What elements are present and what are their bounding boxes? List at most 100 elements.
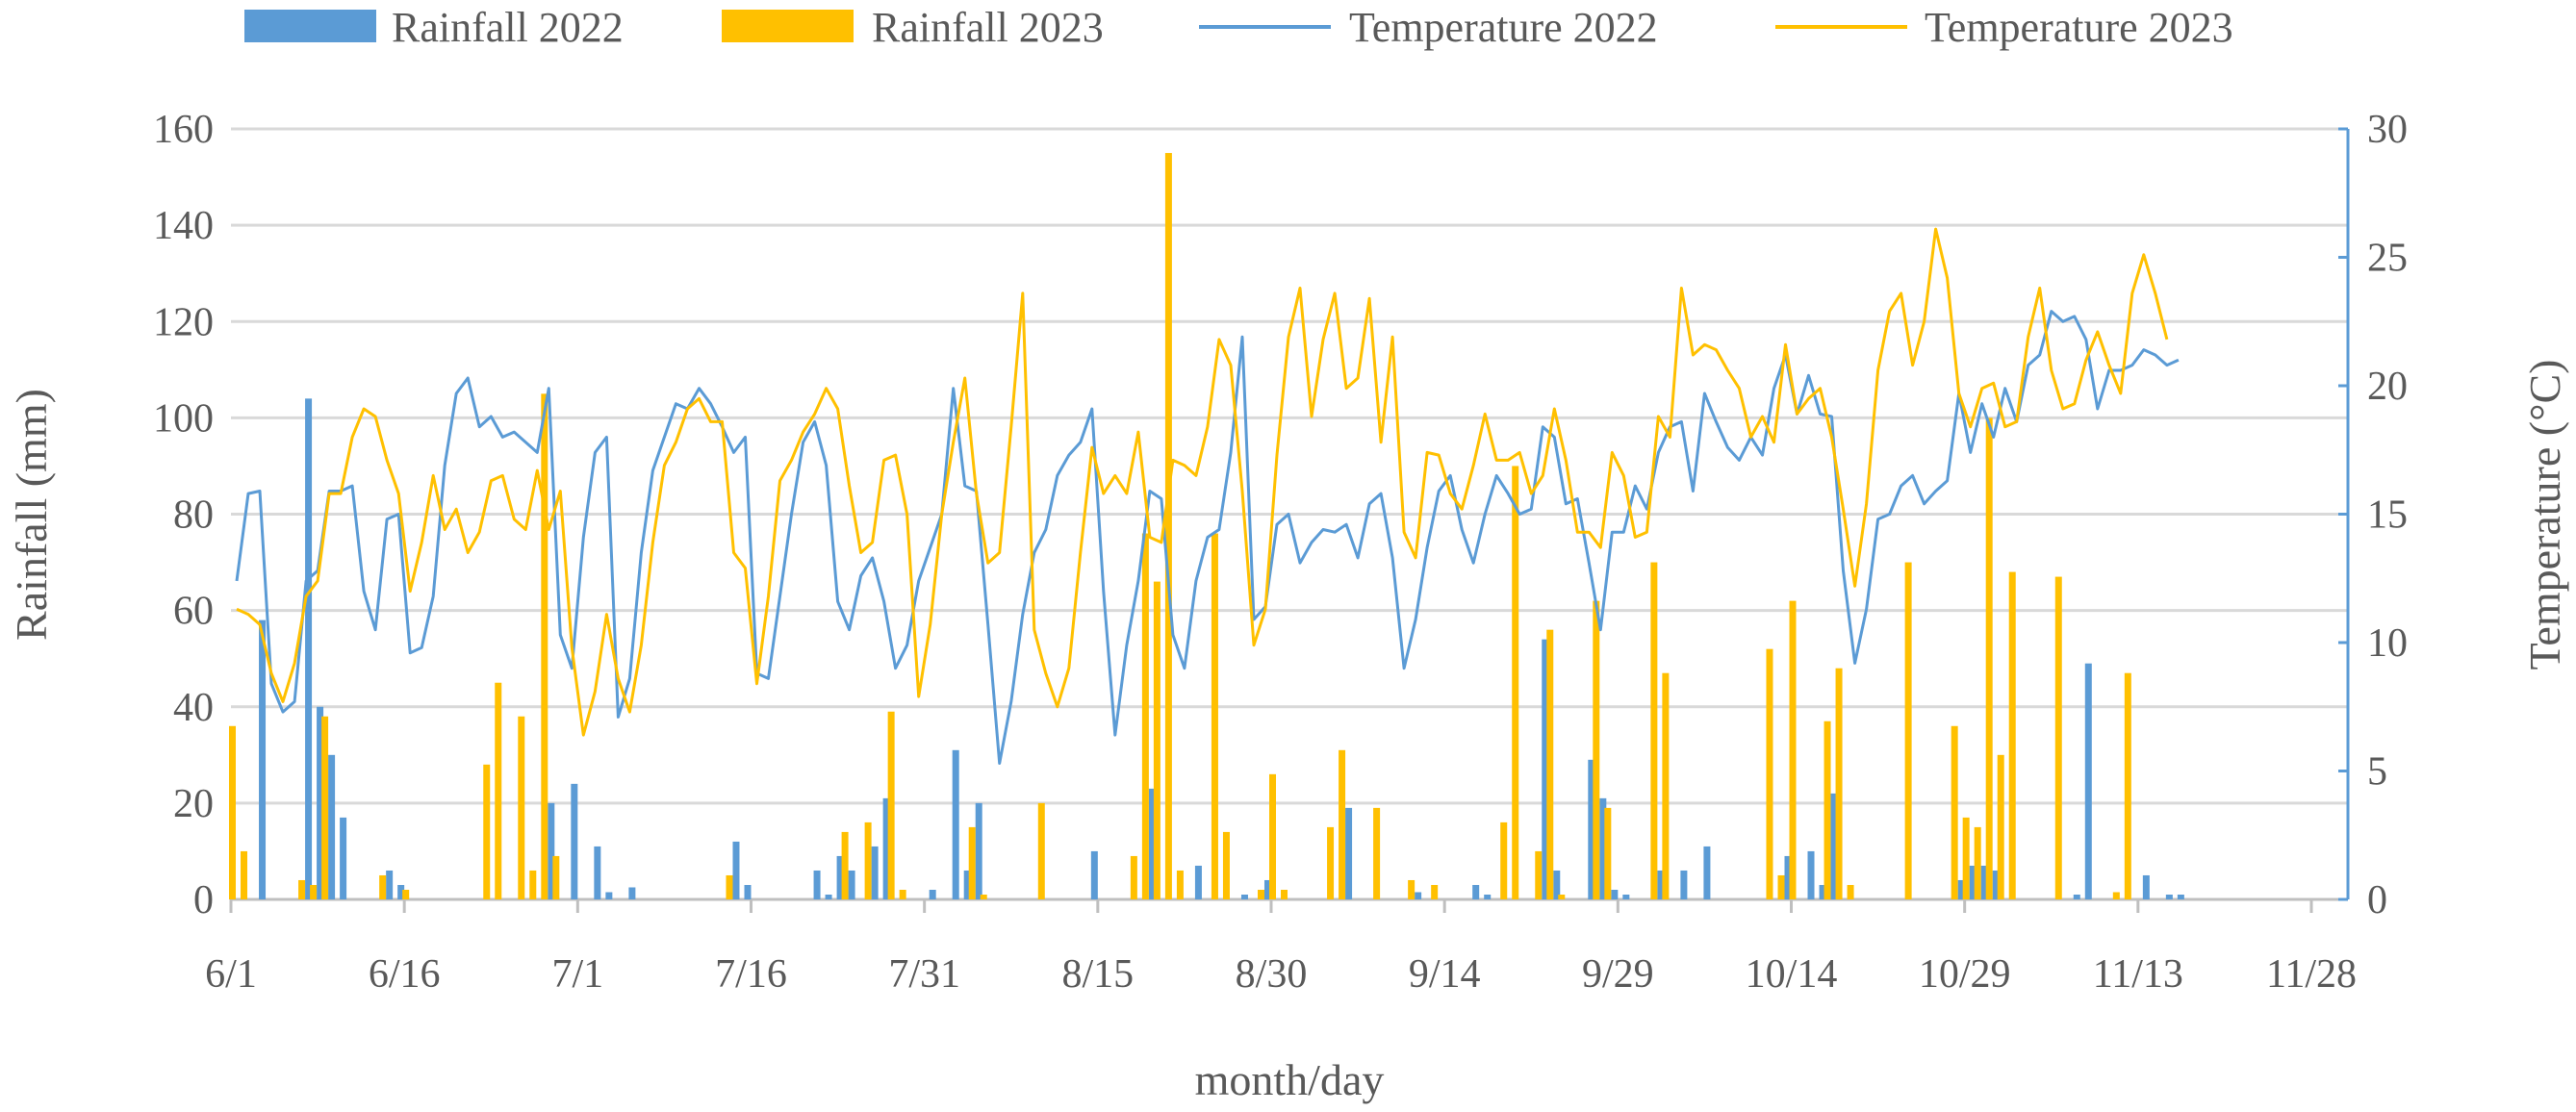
bar-rainfall-2022 — [397, 884, 405, 899]
bar-rainfall-2022 — [848, 870, 855, 899]
bar-rainfall-2023 — [1339, 749, 1346, 899]
bar-rainfall-2023 — [968, 826, 976, 899]
bar-rainfall-2022 — [594, 846, 601, 899]
y-axis-left-title: Rainfall (mm) — [7, 389, 56, 641]
y-right-tick-label: 20 — [2367, 365, 2408, 409]
y-left-tick-label: 100 — [153, 396, 214, 441]
bar-rainfall-2022 — [628, 887, 636, 899]
y-left-tick-label: 80 — [173, 493, 214, 538]
bar-rainfall-2023 — [1512, 466, 1519, 899]
y-right-tick-label: 30 — [2367, 108, 2408, 152]
bar-rainfall-2022 — [2177, 894, 2184, 899]
bar-rainfall-2022 — [813, 870, 821, 899]
bar-rainfall-2023 — [899, 889, 906, 899]
bar-rainfall-2022 — [340, 817, 347, 899]
y-left-tick-label: 160 — [153, 108, 214, 152]
bar-rainfall-2022 — [1263, 879, 1271, 899]
bar-rainfall-2023 — [1141, 533, 1149, 899]
bar-rainfall-2022 — [1980, 865, 1988, 899]
bar-rainfall-2023 — [402, 889, 410, 899]
bar-rainfall-2022 — [2165, 894, 2173, 899]
bar-rainfall-2022 — [882, 797, 890, 899]
y-left-tick-label: 0 — [193, 878, 214, 922]
bar-rainfall-2022 — [1345, 807, 1353, 899]
bar-rainfall-2023 — [379, 874, 387, 899]
y-axis-right-title: Temperature (°C) — [2520, 360, 2569, 670]
bar-rainfall-2023 — [541, 393, 548, 899]
bar-rainfall-2023 — [1789, 600, 1797, 899]
bar-rainfall-2022 — [317, 706, 324, 899]
bar-rainfall-2022 — [929, 889, 936, 899]
bar-rainfall-2023 — [1164, 153, 1172, 899]
bar-rainfall-2023 — [1766, 648, 1773, 899]
bar-rainfall-2023 — [1546, 629, 1554, 899]
y-left-tick-label: 140 — [153, 204, 214, 248]
bar-rainfall-2022 — [2142, 874, 2150, 899]
bar-rainfall-2023 — [1604, 807, 1612, 899]
x-axis-title: month/day — [1195, 1055, 1385, 1104]
bar-rainfall-2022 — [1807, 850, 1815, 899]
bar-rainfall-2022 — [1415, 892, 1422, 899]
bar-rainfall-2022 — [1622, 894, 1630, 899]
bar-rainfall-2023 — [1951, 725, 1958, 899]
bar-rainfall-2023 — [1500, 821, 1508, 899]
bar-rainfall-2022 — [1957, 879, 1965, 899]
y-right-tick-label: 5 — [2367, 750, 2387, 795]
bar-rainfall-2023 — [1281, 889, 1288, 899]
bar-rainfall-2023 — [2112, 892, 2120, 899]
x-tick-label: 6/16 — [369, 952, 441, 997]
bar-rainfall-2023 — [1974, 826, 1981, 899]
bar-rainfall-2022 — [1703, 846, 1711, 899]
x-tick-label: 8/30 — [1236, 952, 1308, 997]
bar-rainfall-2023 — [1962, 817, 1970, 899]
legend-swatch-bar — [722, 10, 854, 42]
bar-rainfall-2023 — [552, 855, 560, 899]
bar-rainfall-2023 — [2008, 571, 2016, 899]
x-tick-label: 11/13 — [2093, 952, 2183, 997]
bar-rainfall-2022 — [1784, 855, 1792, 899]
bar-rainfall-2023 — [483, 764, 491, 899]
bar-rainfall-2023 — [1997, 754, 2004, 899]
legend: Rainfall 2022 Rainfall 2023 Temperature 20… — [244, 4, 2233, 51]
bar-rainfall-2022 — [1599, 797, 1607, 899]
bar-rainfall-2022 — [1680, 870, 1688, 899]
bar-rainfall-2022 — [1830, 793, 1838, 899]
legend-label: Rainfall 2022 — [392, 4, 624, 51]
bar-rainfall-2022 — [328, 754, 336, 899]
y-left-tick-label: 120 — [153, 300, 214, 344]
bar-rainfall-2022 — [2073, 894, 2080, 899]
x-tick-label: 7/31 — [888, 952, 960, 997]
bar-rainfall-2023 — [1904, 562, 1912, 899]
bar-rainfall-2023 — [310, 884, 318, 899]
bar-rainfall-2022 — [871, 846, 879, 899]
bar-rainfall-2023 — [529, 870, 537, 899]
bar-rainfall-2023 — [1176, 870, 1184, 899]
line-temperature-2022 — [235, 310, 2180, 765]
bar-rainfall-2023 — [241, 850, 248, 899]
bar-rainfall-2023 — [726, 874, 733, 899]
bar-rainfall-2022 — [2084, 663, 2092, 899]
rainfall-bars — [229, 153, 2184, 900]
bar-rainfall-2023 — [1130, 855, 1137, 899]
legend-label: Temperature 2023 — [1925, 4, 2233, 51]
y-left-tick-label: 60 — [173, 590, 214, 634]
legend-label: Temperature 2022 — [1349, 4, 1658, 51]
bar-rainfall-2022 — [963, 870, 971, 899]
bar-rainfall-2023 — [1037, 802, 1045, 899]
x-tick-label: 9/29 — [1582, 952, 1654, 997]
bar-rainfall-2023 — [2054, 576, 2062, 899]
legend-swatch-bar — [244, 10, 376, 42]
bar-rainfall-2022 — [1090, 850, 1098, 899]
bar-rainfall-2023 — [1593, 600, 1600, 899]
bar-rainfall-2023 — [864, 821, 872, 899]
bar-rainfall-2022 — [1992, 870, 2000, 899]
bar-rainfall-2023 — [1269, 773, 1277, 899]
bar-rainfall-2022 — [1148, 788, 1156, 899]
bar-rainfall-2023 — [1662, 672, 1670, 899]
bar-rainfall-2022 — [836, 855, 844, 899]
bar-rainfall-2023 — [1431, 884, 1439, 899]
bar-rainfall-2023 — [1558, 894, 1566, 899]
bar-rainfall-2023 — [321, 716, 329, 899]
y-right-tick-label: 15 — [2367, 493, 2408, 538]
bar-rainfall-2022 — [825, 894, 832, 899]
